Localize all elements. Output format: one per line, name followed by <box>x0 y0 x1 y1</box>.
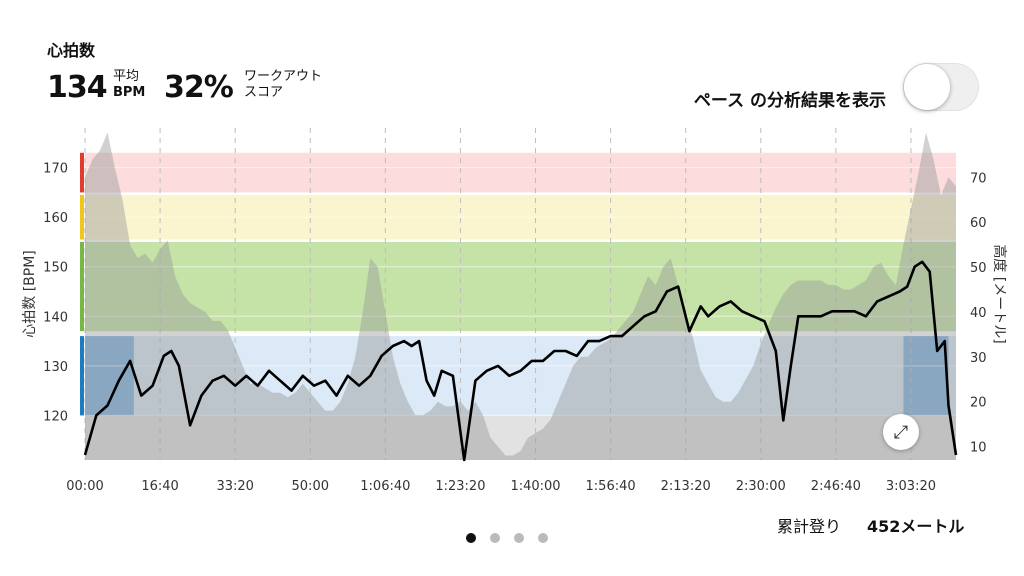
pace-toggle[interactable] <box>903 63 979 111</box>
pager-dot[interactable] <box>490 533 500 543</box>
x-tick-label: 1:56:40 <box>586 479 636 494</box>
zone-band <box>85 152 956 193</box>
y2-tick-label: 20 <box>970 396 987 411</box>
x-tick-label: 2:30:00 <box>736 479 786 494</box>
pager-dot[interactable] <box>466 533 476 543</box>
zone-band <box>85 336 956 416</box>
x-tick-label: 3:03:20 <box>886 479 936 494</box>
pager <box>466 533 548 543</box>
y-tick-label: 170 <box>43 162 68 177</box>
y-axis-label: 心拍数 [BPM] <box>22 250 38 338</box>
expand-button[interactable]: ⤢ <box>883 414 919 450</box>
avg-label-line1: 平均 <box>113 69 140 84</box>
y-tick-label: 150 <box>43 261 68 276</box>
elevation-gain-label: 累計登り <box>777 517 842 536</box>
page-title: 心拍数 <box>47 41 96 60</box>
altitude-area <box>85 132 956 460</box>
y2-tick-label: 70 <box>970 171 987 186</box>
pager-dot[interactable] <box>514 533 524 543</box>
y2-tick-label: 10 <box>970 441 987 456</box>
y2-tick-label: 30 <box>970 351 987 366</box>
x-tick-label: 2:46:40 <box>811 479 861 494</box>
zone-marker <box>80 336 84 416</box>
heart-rate-line <box>83 260 958 462</box>
y-tick-label: 120 <box>43 409 68 424</box>
avg-bpm-value: 134 <box>47 70 108 105</box>
toggle-knob <box>904 64 950 110</box>
score-label-line1: ワークアウト <box>244 69 323 84</box>
workout-score-value: 32% <box>164 70 234 105</box>
zone-marker <box>80 241 84 332</box>
pace-toggle-label: ペース の分析結果を表示 <box>693 91 886 111</box>
x-tick-label: 33:20 <box>216 479 253 494</box>
x-tick-label: 2:13:20 <box>661 479 711 494</box>
zone-below <box>85 415 956 460</box>
expand-icon: ⤢ <box>893 421 909 443</box>
y2-axis-label: 高度 [メートル] <box>991 244 1008 343</box>
x-tick-label: 00:00 <box>66 479 103 494</box>
y-tick-label: 140 <box>43 310 68 325</box>
zone-marker <box>80 152 84 193</box>
x-tick-label: 1:23:20 <box>435 479 485 494</box>
y-tick-label: 160 <box>43 211 68 226</box>
x-tick-label: 16:40 <box>141 479 178 494</box>
y2-tick-label: 60 <box>970 216 987 231</box>
x-tick-label: 1:06:40 <box>360 479 410 494</box>
pager-dot[interactable] <box>538 533 548 543</box>
elevation-gain-value: 452メートル <box>867 517 965 536</box>
x-tick-label: 50:00 <box>292 479 329 494</box>
y2-tick-label: 50 <box>970 261 987 276</box>
y-tick-label: 130 <box>43 360 68 375</box>
zone-marker <box>80 194 84 240</box>
y2-tick-label: 40 <box>970 306 987 321</box>
score-label-line2: スコア <box>244 85 284 100</box>
x-tick-label: 1:40:00 <box>510 479 560 494</box>
avg-label-line2: BPM <box>113 85 146 100</box>
score-label: ワークアウト スコア <box>244 69 322 101</box>
avg-label: 平均 BPM <box>113 69 145 101</box>
